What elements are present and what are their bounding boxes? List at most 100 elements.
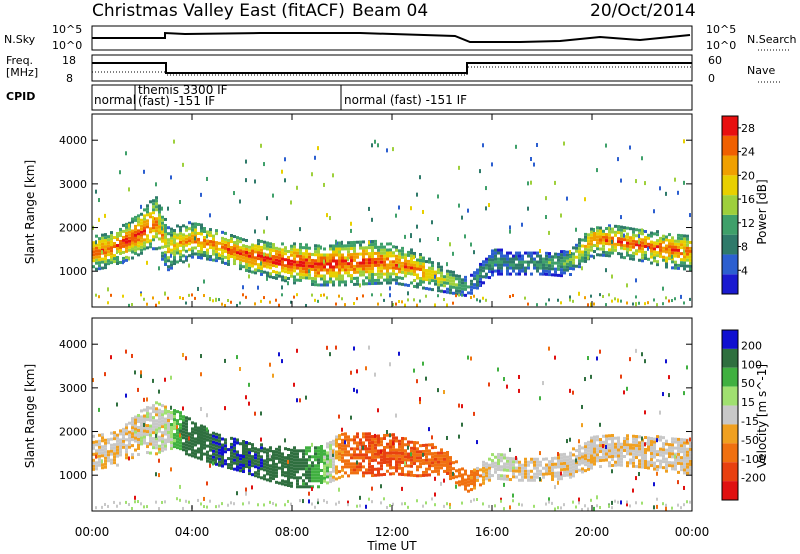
velocity-cell xyxy=(647,445,650,449)
velocity-cell xyxy=(197,435,200,439)
power-cell xyxy=(302,276,305,280)
velocity-cell xyxy=(305,467,308,471)
velocity-cell xyxy=(125,438,128,442)
power-cell xyxy=(329,247,332,251)
velocity-cell xyxy=(128,503,130,507)
power-cell xyxy=(377,245,380,249)
power-cell xyxy=(122,235,125,239)
power-cell xyxy=(335,262,338,266)
power-cell xyxy=(467,285,470,289)
velocity-cell xyxy=(290,481,293,485)
velocity-cell xyxy=(404,473,407,477)
velocity-cell xyxy=(578,444,581,448)
power-cell xyxy=(674,254,677,258)
power-cell xyxy=(419,268,422,272)
velocity-cell xyxy=(575,458,577,463)
power-cell xyxy=(134,245,137,249)
power-cell xyxy=(473,277,476,281)
power-cell xyxy=(125,231,128,235)
power-cell xyxy=(368,243,371,247)
power-cell xyxy=(134,224,137,228)
power-cell xyxy=(371,264,374,268)
velocity-cell xyxy=(134,439,137,443)
power-cell xyxy=(608,248,611,252)
power-cell xyxy=(362,249,365,253)
velocity-cell xyxy=(686,456,689,460)
power-cell xyxy=(236,239,239,243)
power-cell xyxy=(677,236,680,240)
velocity-cell xyxy=(140,418,143,422)
velocity-cell xyxy=(314,449,317,453)
power-cell xyxy=(671,242,674,246)
velocity-cell xyxy=(149,433,152,437)
velocity-cell xyxy=(146,451,149,455)
velocity-cell xyxy=(563,458,566,462)
power-cell xyxy=(185,255,187,260)
power-cell xyxy=(143,244,146,248)
power-cell xyxy=(380,263,383,267)
velocity-cell xyxy=(146,424,149,428)
power-cell xyxy=(356,267,359,271)
velocity-cell xyxy=(209,460,212,464)
power-cell xyxy=(104,254,107,258)
velocity-cell xyxy=(512,472,515,476)
power-cell xyxy=(620,252,623,256)
power-cell xyxy=(563,262,566,266)
velocity-cell xyxy=(269,464,272,468)
velocity-cell xyxy=(653,440,656,444)
power-cell xyxy=(458,289,461,293)
power-cell xyxy=(638,243,641,247)
power-cell xyxy=(98,198,100,203)
velocity-cell xyxy=(551,468,554,472)
power-cell xyxy=(536,266,539,270)
velocity-cell xyxy=(155,443,158,447)
power-cell xyxy=(254,256,257,260)
power-cell xyxy=(425,272,428,276)
power-cell xyxy=(176,260,179,264)
cpid-seg-themis-1: themis 3300 IF xyxy=(138,83,228,97)
velocity-cell xyxy=(401,502,403,506)
power-cell xyxy=(203,242,206,246)
power-cell xyxy=(383,263,386,267)
velocity-cell xyxy=(380,501,382,505)
power-cell xyxy=(236,242,239,246)
velocity-cell xyxy=(623,390,625,395)
power-cell xyxy=(326,259,329,263)
power-cell xyxy=(155,303,157,307)
velocity-cell xyxy=(164,429,167,433)
velocity-cell xyxy=(281,455,284,459)
velocity-cell xyxy=(518,469,521,473)
velocity-cell xyxy=(389,451,392,455)
nsky-trace xyxy=(92,31,691,43)
power-cell xyxy=(596,253,599,257)
velocity-cell xyxy=(197,429,200,433)
velocity-cell xyxy=(167,409,170,413)
power-cell xyxy=(341,268,344,272)
velocity-cell xyxy=(539,477,541,482)
power-cell xyxy=(632,254,635,258)
velocity-cell xyxy=(542,472,545,476)
power-cell xyxy=(137,235,140,239)
velocity-cell xyxy=(443,454,446,458)
velocity-cell xyxy=(152,446,155,450)
velocity-cell xyxy=(101,433,104,437)
power-cell xyxy=(518,269,521,273)
power-cell xyxy=(659,254,662,258)
power-cell xyxy=(137,244,140,248)
velocity-cell xyxy=(482,472,485,476)
power-cell xyxy=(659,239,662,243)
velocity-cell xyxy=(113,452,116,456)
power-cell xyxy=(395,245,398,249)
velocity-cell xyxy=(500,499,502,503)
velocity-cell xyxy=(317,455,320,459)
velocity-cell xyxy=(131,432,134,436)
power-cell xyxy=(602,294,604,298)
velocity-cell xyxy=(557,506,559,510)
power-cell xyxy=(110,243,113,247)
velocity-cell xyxy=(302,461,305,465)
power-cell xyxy=(176,233,179,237)
power-cell xyxy=(614,224,617,228)
velocity-cell xyxy=(194,449,197,453)
power-cell xyxy=(653,259,656,263)
velocity-cell xyxy=(656,465,659,469)
